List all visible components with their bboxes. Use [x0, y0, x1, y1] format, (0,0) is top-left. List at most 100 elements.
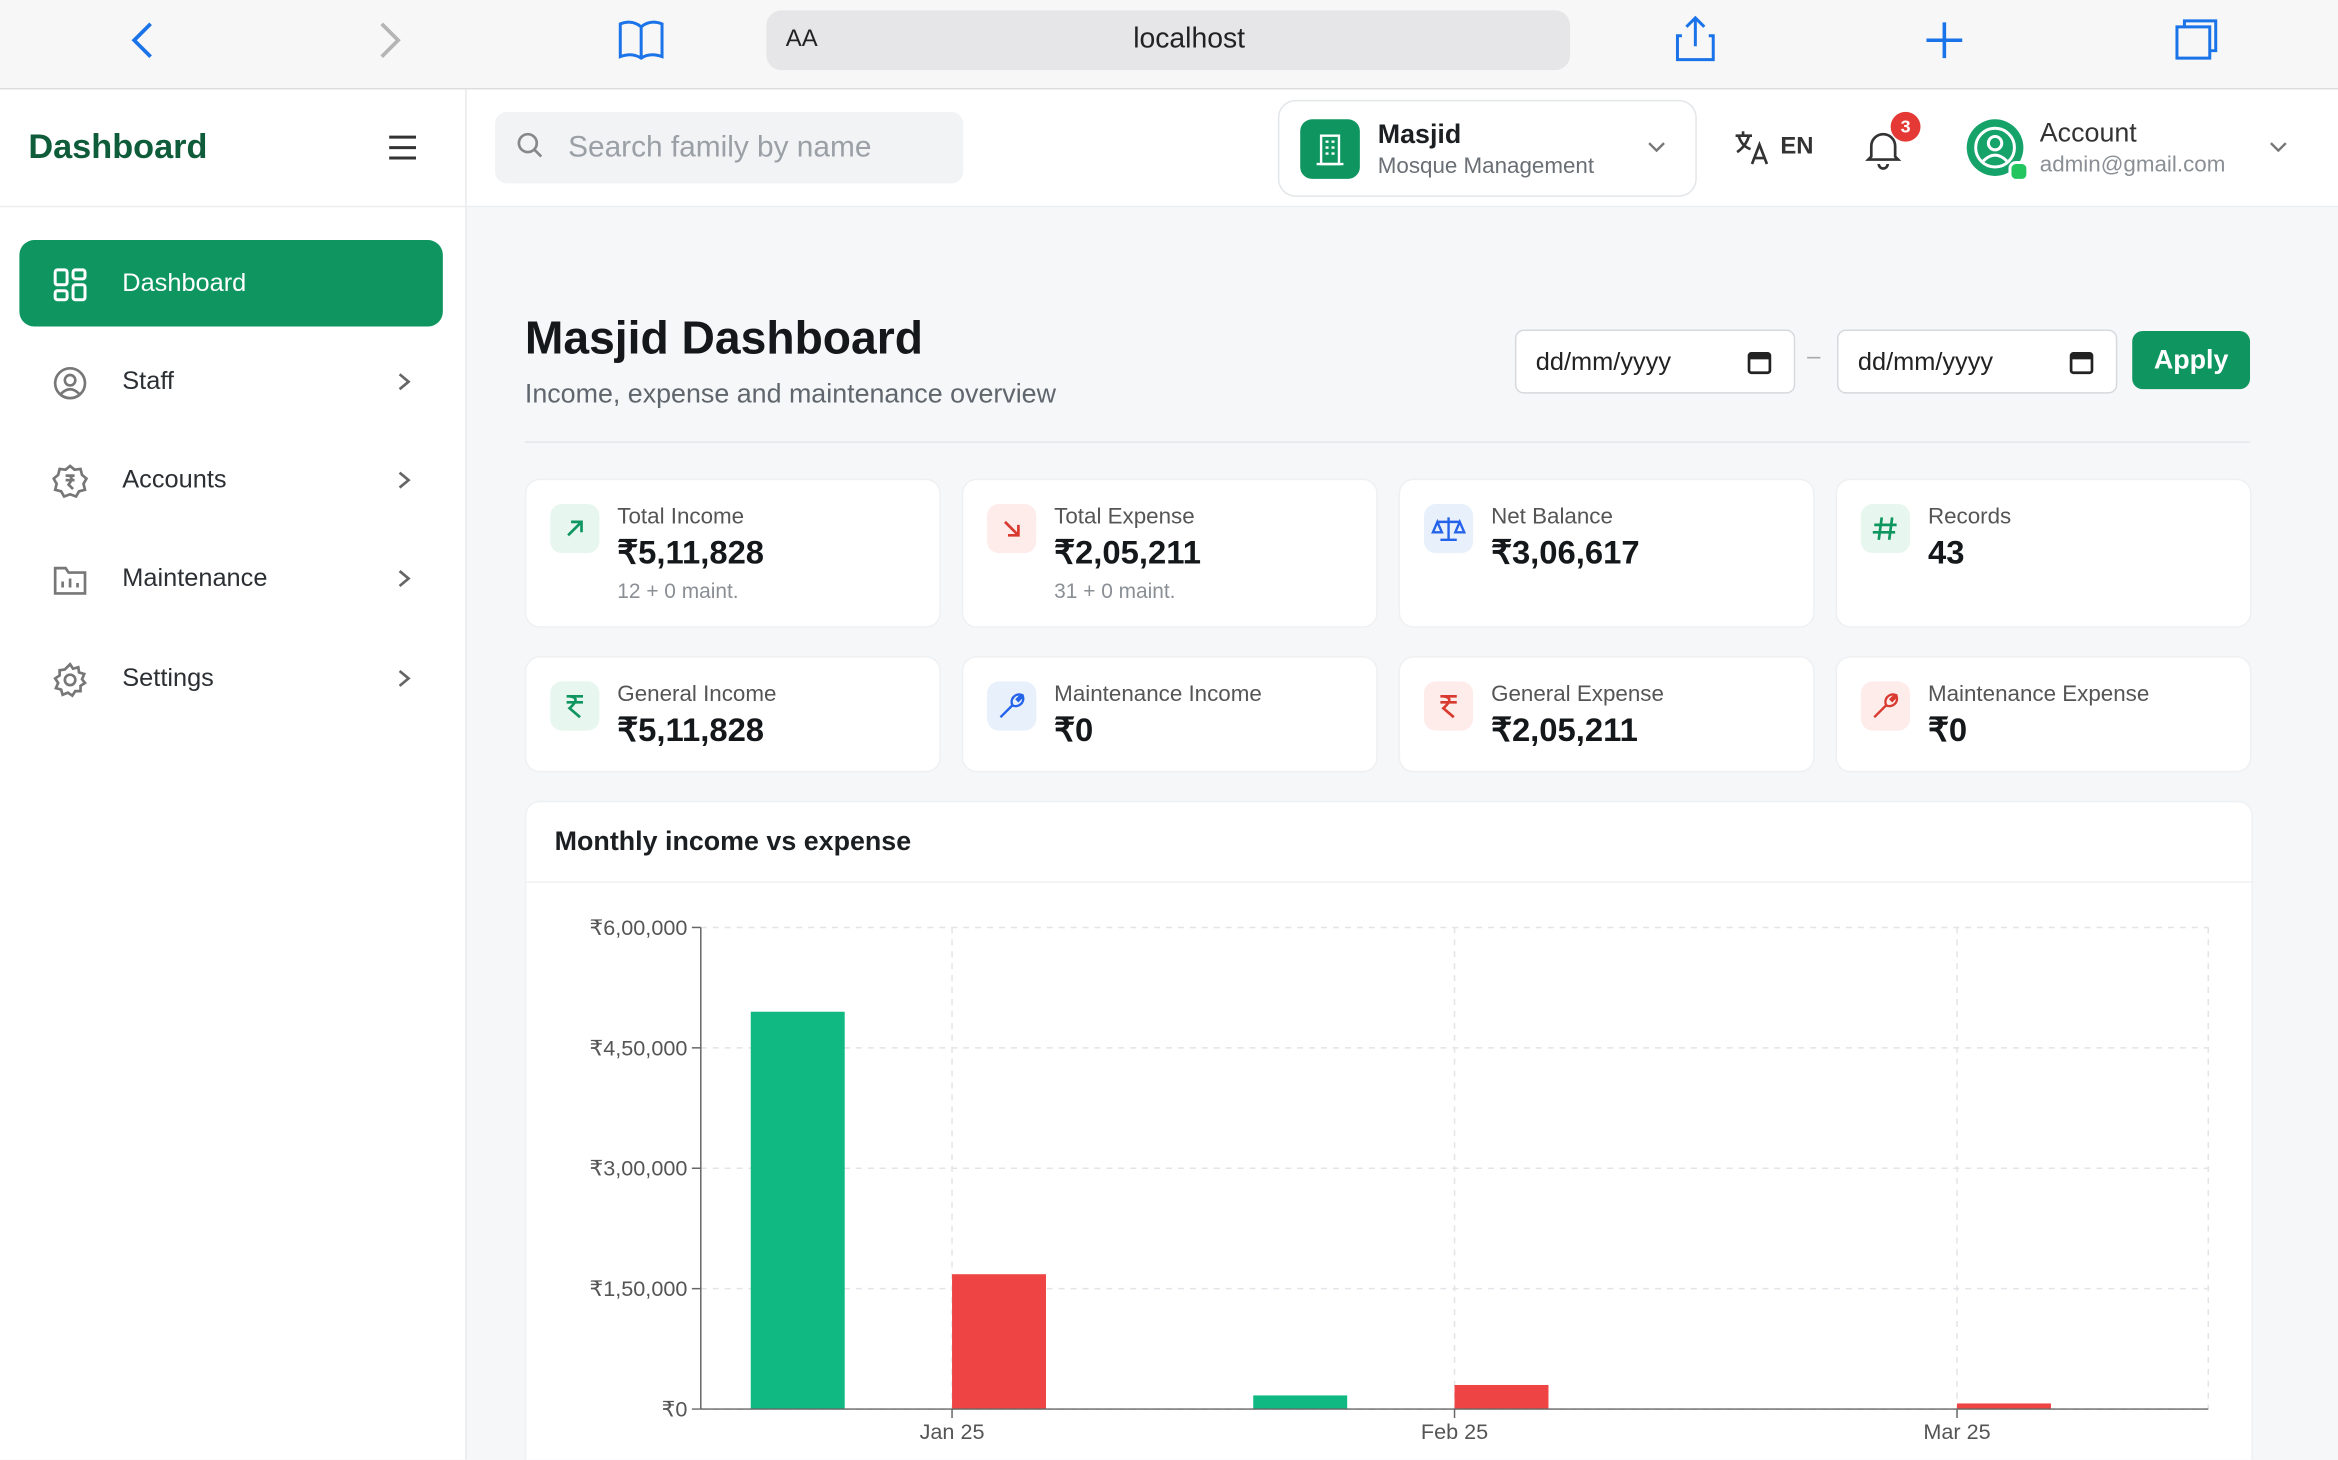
stat-card: Maintenance Income ₹0	[961, 656, 1378, 773]
stat-icon	[987, 503, 1037, 554]
stat-icon	[987, 681, 1037, 731]
stat-label: Maintenance Expense	[1927, 681, 2150, 707]
chevron	[398, 669, 411, 687]
stat-label: Records	[1927, 503, 2012, 530]
nav-label: Settings	[122, 663, 214, 692]
stat-icon	[550, 681, 600, 731]
nav-label: Maintenance	[122, 563, 268, 592]
stat-icon	[1860, 503, 1911, 554]
x-tick-label: Feb 25	[1421, 1419, 1488, 1444]
bookmarks-button[interactable]	[618, 20, 664, 60]
stat-card: Records 43	[1835, 478, 2252, 628]
bar	[1957, 1403, 2051, 1410]
text-size-button[interactable]: AA	[785, 26, 818, 53]
nav-item-active[interactable]: Dashboard	[19, 240, 443, 327]
stat-card: Maintenance Expense ₹0	[1835, 656, 2252, 773]
calendar-icon	[2069, 352, 2094, 375]
tabs-button[interactable]	[2175, 19, 2218, 60]
nav-item[interactable]: Maintenance	[19, 535, 442, 621]
new-tab-button[interactable]	[1926, 22, 1963, 59]
forward-button[interactable]	[380, 22, 401, 58]
arrow-up-right	[567, 520, 583, 537]
date-placeholder: dd/mm/yyyy	[1535, 347, 1672, 376]
stat-label: General Expense	[1491, 681, 1664, 707]
nav-item[interactable]: Settings	[19, 635, 442, 721]
nav-label: Dashboard	[122, 268, 247, 297]
brand[interactable]: Dashboard	[28, 126, 208, 166]
x-tick-label: Jan 25	[920, 1419, 985, 1444]
stat-label: Net Balance	[1491, 503, 1613, 530]
date-to[interactable]: dd/mm/yyyy	[1836, 329, 2118, 394]
chevron-down	[1648, 142, 1665, 153]
notification-count: 3	[1900, 116, 1911, 138]
stat-value: ₹5,11,828	[617, 711, 765, 749]
nav-icon	[53, 662, 87, 698]
stat-value: ₹2,05,211	[1491, 711, 1638, 749]
stat-card: Total Expense ₹2,05,211 31 + 0 maint.	[961, 478, 1378, 628]
notification-bell[interactable]	[1864, 128, 1903, 170]
back-button[interactable]	[131, 22, 152, 58]
stat-value: ₹3,06,617	[1491, 533, 1640, 572]
nav-item[interactable]: Staff	[19, 338, 442, 424]
rupee-icon	[566, 694, 584, 719]
wrench-icon	[1873, 693, 1899, 719]
organization-selector[interactable]: Masjid Mosque Management	[1277, 99, 1697, 197]
y-tick-label: ₹0	[662, 1397, 688, 1422]
building-icon	[1316, 134, 1344, 166]
bar	[1253, 1395, 1348, 1410]
search-box[interactable]: Search family by name	[495, 111, 964, 184]
bar-chart: ₹0 ₹1,50,000 ₹3,00,000 ₹4,50,000 ₹6,00,000 Ja…	[590, 915, 2210, 1444]
account-email: admin@gmail.com	[2039, 152, 2226, 178]
date-from[interactable]: dd/mm/yyyy	[1514, 329, 1796, 394]
stat-label: Maintenance Income	[1054, 681, 1262, 707]
bar	[750, 1011, 845, 1410]
org-icon	[1300, 119, 1360, 179]
nav-label: Staff	[122, 366, 174, 396]
browser-toolbar: AA localhost	[0, 0, 2338, 90]
stat-value: ₹0	[1054, 711, 1094, 749]
stat-value: ₹0	[1927, 711, 1968, 749]
chart-title: Monthly income vs expense	[554, 826, 912, 856]
date-placeholder: dd/mm/yyyy	[1857, 347, 1994, 376]
chart-card: Monthly income vs expense ₹0 ₹1,50,000 ₹3,…	[524, 800, 2254, 1460]
y-tick-label: ₹1,50,000	[590, 1276, 688, 1301]
notification-badge: 3	[1890, 111, 1921, 142]
divider	[524, 441, 2251, 443]
search-placeholder: Search family by name	[568, 131, 872, 165]
y-tick-label: ₹4,50,000	[590, 1035, 688, 1060]
hash-icon	[1872, 517, 1897, 540]
apply-button[interactable]: Apply	[2132, 331, 2251, 390]
url-text: localhost	[1133, 23, 1246, 56]
chevron	[398, 570, 411, 588]
address-bar[interactable]: AA localhost	[766, 10, 1571, 71]
chevron-down[interactable]	[2268, 140, 2289, 155]
bar	[1454, 1384, 1549, 1410]
stat-value: ₹5,11,828	[617, 533, 765, 572]
stat-value: ₹2,05,211	[1054, 533, 1201, 572]
avatar[interactable]	[1966, 119, 2030, 182]
arrow-down-right	[1004, 520, 1020, 537]
org-subtitle: Mosque Management	[1377, 153, 1595, 179]
page-title: Masjid Dashboard	[524, 311, 923, 364]
sidebar: Dashboard Dashboard Staff Accounts Maint…	[0, 89, 467, 1460]
stat-label: General Income	[617, 681, 777, 707]
share-button[interactable]	[1675, 15, 1715, 62]
stat-icon	[1860, 681, 1911, 731]
date-separator: –	[1807, 344, 1821, 370]
nav-item[interactable]: Accounts	[19, 437, 442, 523]
account-name[interactable]: Account	[2039, 117, 2137, 148]
wrench-icon	[999, 693, 1025, 719]
search-icon	[517, 132, 543, 158]
y-tick-label: ₹6,00,000	[590, 915, 688, 940]
stat-card: Total Income ₹5,11,828 12 + 0 maint.	[524, 478, 941, 628]
org-name: Masjid	[1377, 119, 1462, 150]
divider	[0, 205, 466, 208]
language-label[interactable]: EN	[1780, 134, 1814, 160]
stat-icon	[1423, 503, 1474, 554]
translate-icon[interactable]	[1733, 128, 1772, 167]
page-subtitle: Income, expense and maintenance overview	[524, 378, 1057, 409]
nav-label: Accounts	[122, 465, 227, 494]
menu-toggle[interactable]	[385, 131, 421, 164]
